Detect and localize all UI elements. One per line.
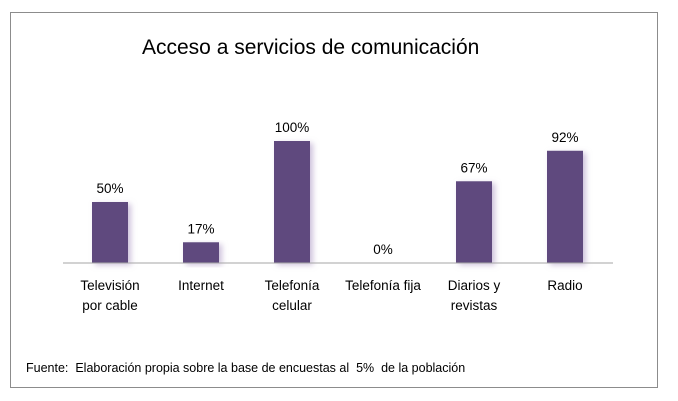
source-note: Fuente: Elaboración propia sobre la base… xyxy=(26,361,466,375)
category-label: Diarios y revistas xyxy=(448,278,501,313)
data-label: 50% xyxy=(96,181,123,196)
bar xyxy=(274,141,310,263)
bar xyxy=(92,202,128,263)
chart-title: Acceso a servicios de comunicación xyxy=(142,36,480,59)
category-label: Televisión por cable xyxy=(80,278,139,313)
bar xyxy=(183,242,219,263)
data-label: 17% xyxy=(187,221,214,236)
category-label: Telefonía celular xyxy=(265,278,320,313)
data-label: 67% xyxy=(460,160,487,175)
category-label: Telefonía fija xyxy=(345,278,421,293)
data-label: 0% xyxy=(373,242,393,257)
bar xyxy=(456,181,492,263)
category-label: Internet xyxy=(178,278,224,293)
data-label: 92% xyxy=(551,130,578,145)
data-label: 100% xyxy=(275,120,310,135)
category-label: Radio xyxy=(547,278,582,293)
bar xyxy=(547,150,583,263)
